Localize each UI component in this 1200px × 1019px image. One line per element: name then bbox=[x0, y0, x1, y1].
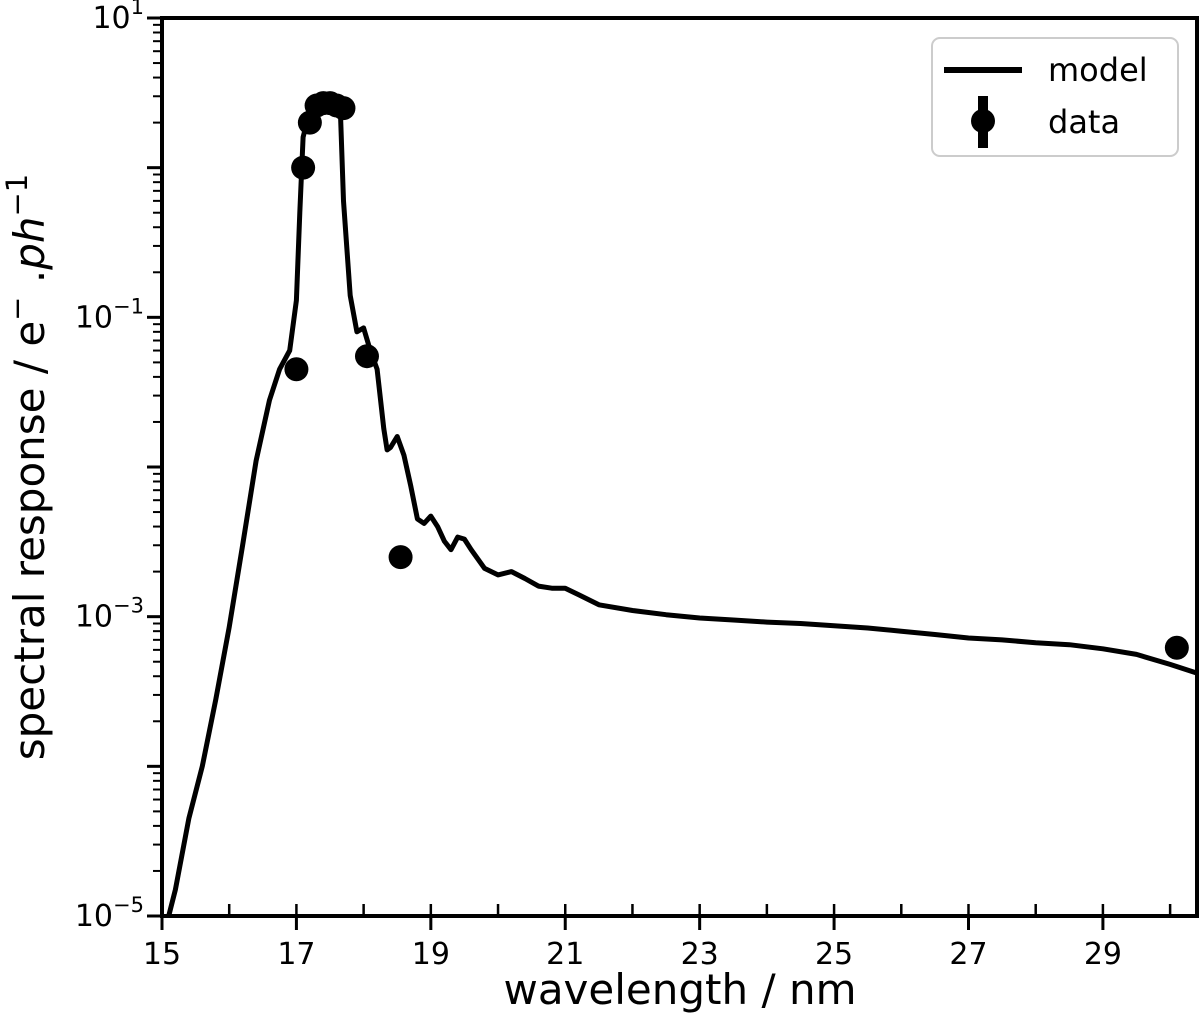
x-tick-label: 29 bbox=[1084, 937, 1122, 972]
data-point bbox=[1164, 635, 1189, 660]
y-tick-label: 10−1 bbox=[75, 294, 144, 335]
data-point bbox=[388, 545, 413, 570]
data-point bbox=[291, 155, 316, 180]
data-point bbox=[284, 357, 309, 382]
x-tick-label: 19 bbox=[412, 937, 450, 972]
legend: model data bbox=[931, 37, 1179, 157]
axis-ticks: 15 17 19 21 23 25 27 29 10−5 10−3 10−1 101 bbox=[75, 0, 1172, 972]
x-tick-label: 17 bbox=[277, 937, 315, 972]
data-point bbox=[331, 96, 356, 121]
legend-marker-swatch bbox=[971, 109, 995, 133]
legend-label-model: model bbox=[1048, 51, 1148, 89]
x-tick-label: 21 bbox=[546, 937, 584, 972]
plot-frame bbox=[160, 16, 1199, 918]
y-tick-label: 10−3 bbox=[75, 594, 144, 635]
y-tick-label: 101 bbox=[92, 0, 144, 36]
y-tick-label: 10−5 bbox=[75, 893, 144, 934]
data-point bbox=[354, 344, 379, 369]
plot-background bbox=[162, 18, 1197, 916]
x-axis-label: wavelength / nm bbox=[503, 965, 856, 1014]
series-layer bbox=[166, 91, 1198, 917]
model-line bbox=[166, 96, 1198, 917]
legend-label-data: data bbox=[1048, 103, 1120, 141]
y-axis-label: spectral response / e− .ph−1 bbox=[0, 174, 54, 760]
x-tick-label: 15 bbox=[143, 937, 181, 972]
x-tick-label: 23 bbox=[681, 937, 719, 972]
x-tick-label: 25 bbox=[815, 937, 853, 972]
x-tick-label: 27 bbox=[949, 937, 987, 972]
